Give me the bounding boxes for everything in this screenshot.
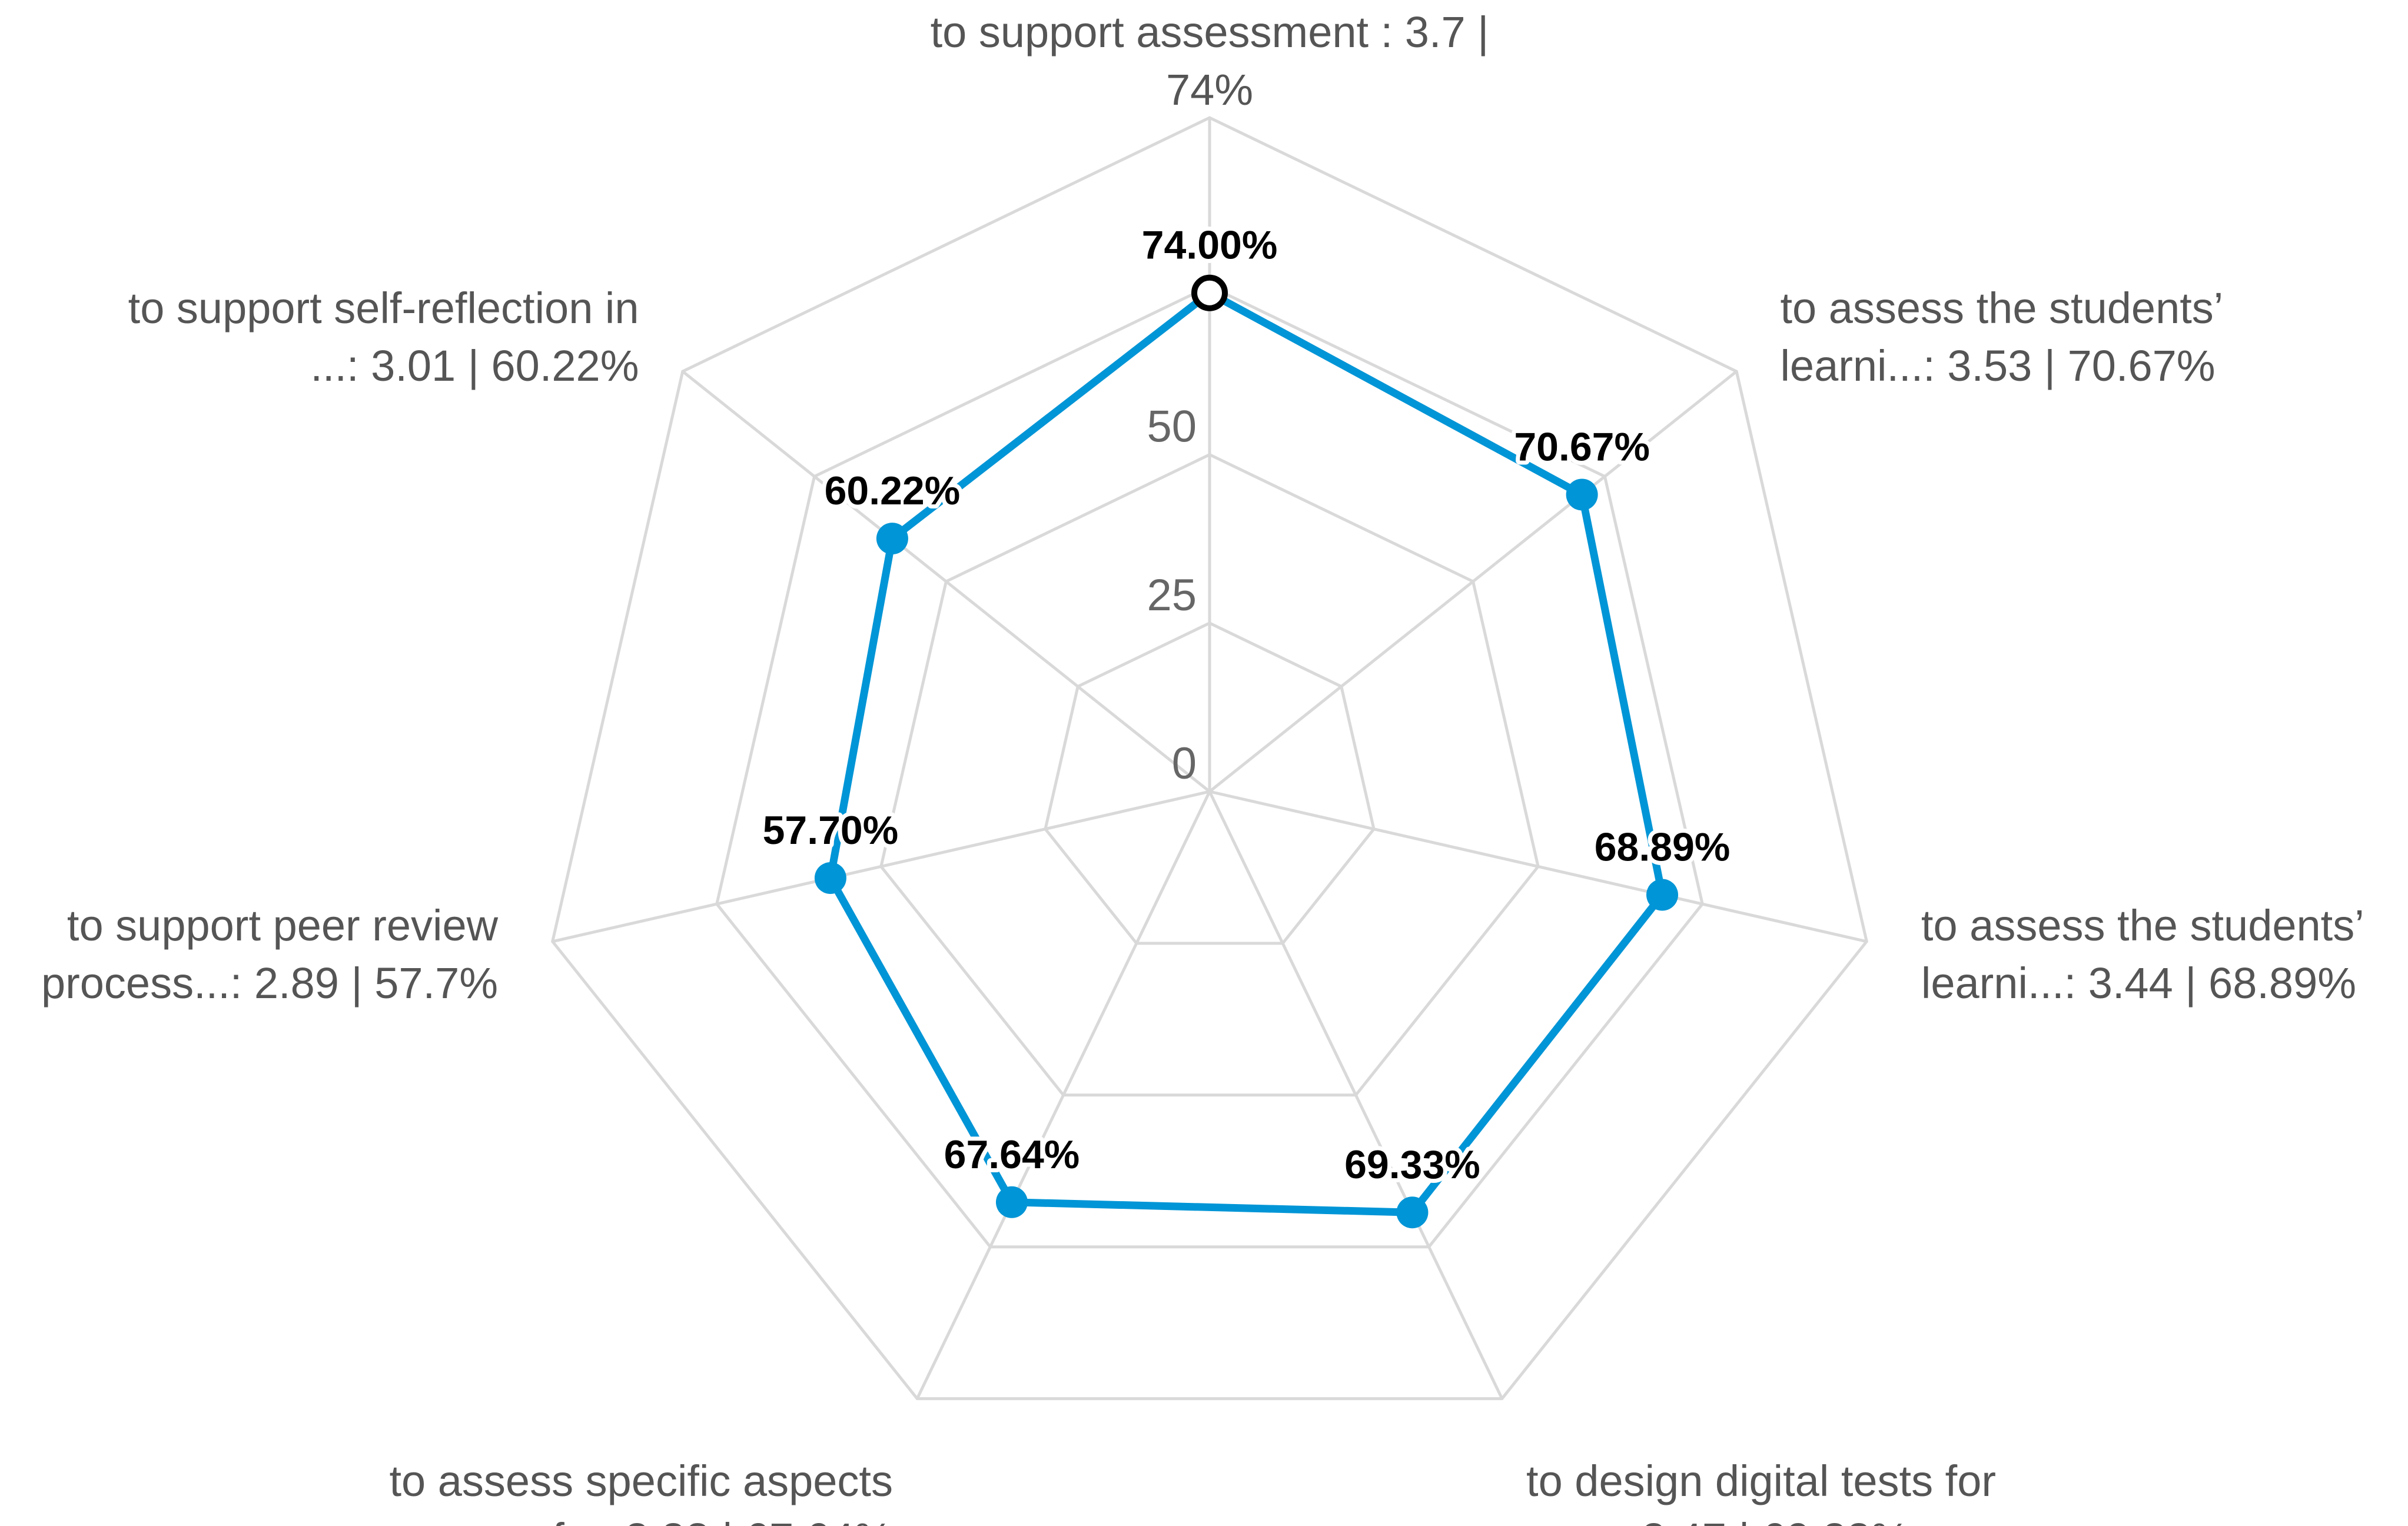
grid-layer bbox=[551, 116, 1868, 1401]
data-label: 70.67% bbox=[1514, 424, 1650, 469]
category-label-line: 74% bbox=[1166, 65, 1253, 114]
data-label: 69.33% bbox=[1344, 1142, 1480, 1187]
category-label-line: learni...: 3.53 | 70.67% bbox=[1780, 341, 2215, 390]
category-label-line: process...: 2.89 | 57.7% bbox=[41, 959, 498, 1008]
data-point-marker-highlighted[interactable] bbox=[1191, 274, 1228, 311]
axis-spoke bbox=[1209, 790, 1867, 943]
data-label: 57.70% bbox=[763, 808, 899, 853]
category-label: to design digital tests for my...: 3.47 |… bbox=[1526, 1457, 1996, 1526]
radial-tick-label: 25 bbox=[1147, 570, 1197, 620]
axis-spoke bbox=[682, 370, 1211, 793]
series-line bbox=[826, 289, 1666, 1216]
category-label-line: ...: 3.01 | 60.22% bbox=[310, 341, 639, 390]
data-point-marker[interactable] bbox=[876, 523, 908, 555]
radial-tick-label: 50 bbox=[1147, 402, 1197, 452]
axis-spoke bbox=[915, 790, 1211, 1399]
category-label: to assess the students’ learni...: 3.44 |… bbox=[1921, 901, 2364, 1008]
category-label-line: to assess the students’ bbox=[1780, 284, 2223, 333]
axis-spoke bbox=[1208, 790, 1504, 1399]
category-label: to support peer review process...: 2.89 |… bbox=[41, 901, 499, 1008]
data-label: 60.22% bbox=[825, 468, 961, 513]
data-label: 68.89% bbox=[1595, 825, 1731, 870]
category-label-line: of...: 3.38 | 67.64% bbox=[528, 1514, 893, 1526]
radial-tick-label: 0 bbox=[1172, 739, 1197, 789]
data-label-layer: 74.00% 70.67% 68.89% 69.33% 67.64% 57.70% 60.2… bbox=[759, 219, 1735, 1192]
category-label-layer: to support assessment : 3.7 | 74% to asses… bbox=[41, 8, 2364, 1526]
axis-spoke bbox=[552, 790, 1210, 943]
series-layer bbox=[814, 274, 1679, 1229]
category-label: to support assessment : 3.7 | 74% bbox=[931, 8, 1489, 114]
category-label-line: to support peer review bbox=[67, 901, 499, 950]
category-label: to assess the students’ learni...: 3.53 |… bbox=[1780, 284, 2223, 390]
data-label: 74.00% bbox=[1142, 223, 1278, 268]
category-label-line: my...: 3.47 | 69.33% bbox=[1526, 1514, 1909, 1526]
data-label: 67.64% bbox=[944, 1132, 1080, 1177]
data-point-marker[interactable] bbox=[1396, 1196, 1429, 1229]
grid-ring-50 bbox=[879, 453, 1540, 1097]
category-label-line: to assess specific aspects bbox=[389, 1457, 892, 1505]
grid-ring-75 bbox=[715, 284, 1704, 1249]
grid-ring-100 bbox=[551, 116, 1868, 1401]
axis-spoke bbox=[1208, 370, 1738, 793]
category-label: to support self-reflection in ...: 3.01 |… bbox=[128, 284, 639, 390]
category-label-line: learni...: 3.44 | 68.89% bbox=[1921, 959, 2356, 1008]
tick-label-layer: 0 25 50 bbox=[1147, 402, 1197, 789]
category-label-line: to assess the students’ bbox=[1921, 901, 2364, 950]
data-point-marker[interactable] bbox=[814, 862, 846, 895]
category-label-line: to support self-reflection in bbox=[128, 284, 639, 333]
data-point-marker[interactable] bbox=[1566, 478, 1598, 511]
category-label: to assess specific aspects of...: 3.38 | … bbox=[389, 1457, 892, 1526]
category-label-line: to design digital tests for bbox=[1526, 1457, 1996, 1505]
data-point-marker[interactable] bbox=[995, 1186, 1028, 1218]
data-point-marker[interactable] bbox=[1646, 879, 1679, 911]
category-label-line: to support assessment : 3.7 | bbox=[931, 8, 1489, 56]
grid-ring-25 bbox=[1044, 621, 1376, 945]
